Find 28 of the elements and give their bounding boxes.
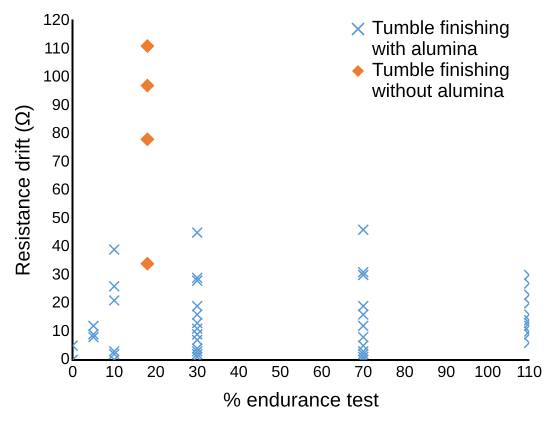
y-axis-title: Resistance drift (Ω): [12, 104, 35, 276]
y-tick-label: 20: [52, 294, 70, 312]
y-tick-label: 100: [42, 68, 70, 86]
x-tick-label: 60: [312, 364, 331, 381]
y-tick-label: 70: [52, 153, 70, 170]
x-tick-label: 10: [105, 364, 124, 381]
x-tick-label: 50: [271, 364, 290, 381]
x-axis-title: % endurance test: [223, 390, 380, 412]
y-tick-label: 40: [52, 238, 70, 256]
x-tick-label: 40: [230, 364, 248, 381]
y-tick-label: 0: [60, 351, 70, 368]
y-tick-label: 80: [52, 125, 70, 142]
y-tick-label: 90: [52, 96, 70, 114]
x-tick-label: 110: [516, 364, 542, 381]
y-tick-label: 110: [44, 40, 70, 58]
y-tick-label: 60: [52, 182, 70, 199]
x-tick-label: 90: [437, 364, 456, 381]
legend-label: Tumble finishing without alumina: [372, 60, 511, 102]
x-tick-label: 100: [474, 364, 502, 381]
y-tick-label: 10: [52, 322, 70, 340]
x-tick-label: 70: [354, 364, 372, 381]
x-tick-label: 20: [146, 364, 165, 381]
y-tick-label: 30: [52, 266, 70, 284]
legend-label: Tumble finishing with alumina: [372, 18, 511, 60]
y-tick-label: 120: [42, 12, 70, 30]
y-tick-label: 50: [52, 210, 70, 227]
x-tick-label: 80: [396, 364, 414, 381]
x-tick-label: 30: [188, 364, 206, 381]
